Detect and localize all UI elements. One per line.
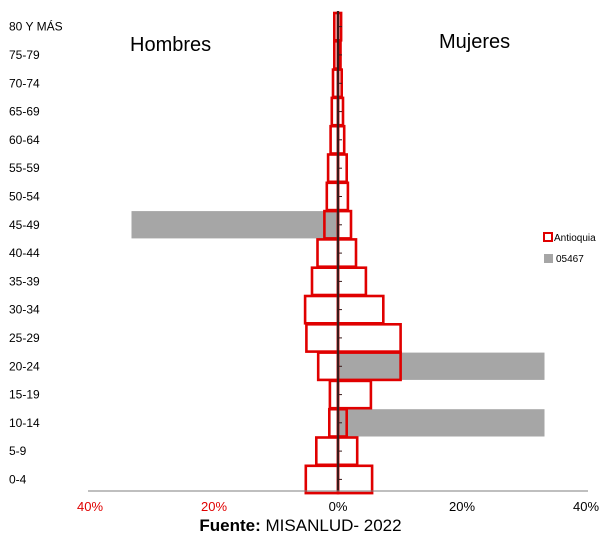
- age-group-label: 10-14: [9, 416, 40, 430]
- legend: Antioquia 05467: [543, 232, 596, 265]
- bar-antioquia-female-0-4: [336, 464, 374, 495]
- legend-swatch-05467: [544, 254, 553, 263]
- bar-antioquia-male-25-29: [305, 322, 340, 353]
- bar-antioquia-male-30-34: [303, 294, 340, 325]
- source-caption: Fuente: MISANLUD- 2022: [0, 516, 601, 536]
- right-side-label: Mujeres: [439, 31, 510, 53]
- source-caption-text: MISANLUD- 2022: [260, 516, 402, 535]
- bar-antioquia-female-25-29: [336, 322, 402, 353]
- left-side-label: Hombres: [130, 34, 211, 56]
- age-group-label: 65-69: [9, 105, 40, 119]
- x-tick-label: 20%: [201, 499, 227, 514]
- bar-antioquia-female-15-19: [336, 379, 373, 410]
- age-group-label: 50-54: [9, 190, 40, 204]
- age-group-label: 75-79: [9, 48, 40, 62]
- age-group-label: 45-49: [9, 218, 40, 232]
- bar-antioquia-male-20-24: [316, 351, 340, 382]
- x-axis-tick-labels: 40% 20% 0% 20% 40%: [77, 499, 599, 514]
- bar-antioquia-male-5-9: [314, 436, 340, 467]
- source-caption-prefix: Fuente:: [199, 516, 261, 535]
- axes: [88, 11, 588, 492]
- age-group-label: 35-39: [9, 274, 40, 288]
- x-tick-label: 0%: [329, 499, 348, 514]
- legend-label-05467: 05467: [556, 254, 584, 265]
- bar-antioquia-male-40-44: [316, 238, 340, 268]
- bar-antioquia-female-30-34: [336, 294, 385, 325]
- age-group-label: 0-4: [9, 472, 27, 486]
- age-group-label: 80 Y MÁS: [9, 19, 63, 34]
- bar-antioquia-male-10-14: [327, 407, 340, 438]
- x-tick-label: 40%: [77, 499, 103, 514]
- legend-swatch-antioquia: [543, 232, 553, 242]
- bar-antioquia-male-50-54: [325, 181, 340, 212]
- age-group-label: 15-19: [9, 388, 40, 402]
- bar-antioquia-female-35-39: [336, 266, 368, 297]
- bar-05467-female-20-24: [338, 352, 545, 380]
- age-group-label: 25-29: [9, 331, 40, 345]
- x-tick-label: 40%: [573, 499, 599, 514]
- age-group-label: 55-59: [9, 161, 40, 175]
- bar-05467-female-10-14: [338, 409, 545, 437]
- age-group-labels: 0-4 5-9 10-14 15-19 20-24 25-29 30-34 35-39 40-4…: [9, 19, 63, 487]
- age-group-label: 70-74: [9, 76, 40, 90]
- age-group-label: 5-9: [9, 444, 27, 458]
- age-group-label: 20-24: [9, 359, 40, 373]
- bar-05467-male-45-49: [131, 211, 338, 239]
- x-tick-label: 20%: [449, 499, 475, 514]
- bar-antioquia-male-55-59: [326, 153, 340, 184]
- age-group-label: 60-64: [9, 133, 40, 147]
- age-group-label: 30-34: [9, 303, 40, 317]
- series-05467-bars: [131, 211, 545, 437]
- bar-antioquia-male-35-39: [310, 266, 340, 297]
- bar-antioquia-male-0-4: [304, 464, 340, 495]
- legend-label-antioquia: Antioquia: [554, 233, 596, 244]
- age-group-label: 40-44: [9, 246, 40, 260]
